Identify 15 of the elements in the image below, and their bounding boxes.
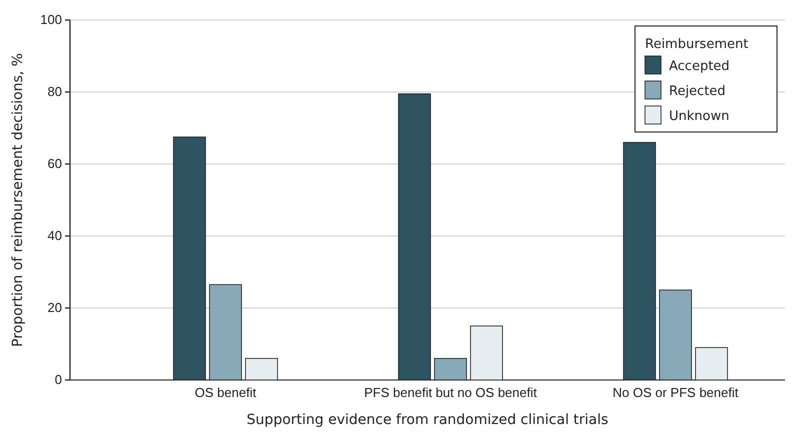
legend-label: Unknown bbox=[669, 109, 730, 124]
y-tick-label: 40 bbox=[48, 228, 62, 244]
y-tick-label: 100 bbox=[40, 12, 62, 28]
y-tick-label: 80 bbox=[48, 84, 62, 100]
x-tick-label: PFS benefit but no OS benefit bbox=[364, 385, 538, 400]
legend-label: Rejected bbox=[669, 84, 726, 99]
legend-label: Accepted bbox=[669, 59, 730, 74]
y-axis-title: Proportion of reimbursement decisions, % bbox=[10, 53, 26, 347]
y-tick-label: 60 bbox=[48, 156, 62, 172]
y-tick-label: 20 bbox=[48, 300, 62, 316]
x-tick-label: No OS or PFS benefit bbox=[612, 385, 739, 400]
x-tick-label: OS benefit bbox=[194, 385, 257, 400]
y-tick-label: 0 bbox=[54, 372, 62, 388]
x-axis-title: Supporting evidence from randomized clinical trials bbox=[246, 412, 608, 428]
legend-title: Reimbursement bbox=[645, 37, 748, 52]
